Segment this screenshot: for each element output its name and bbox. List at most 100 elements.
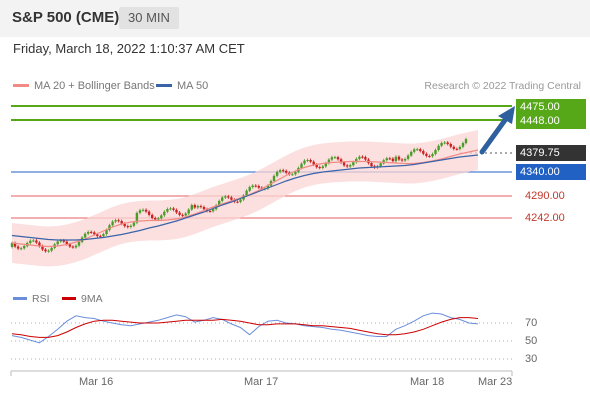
candle-body — [285, 170, 288, 173]
candle-body — [96, 234, 99, 237]
candle-body — [187, 209, 190, 214]
candle-body — [300, 163, 303, 168]
candle-body — [239, 199, 242, 202]
candle-body — [102, 234, 105, 237]
ma50-swatch — [156, 83, 172, 87]
candle-body — [464, 139, 468, 144]
candle-body — [108, 225, 111, 230]
candle-body — [56, 241, 59, 245]
candle-body — [330, 157, 334, 160]
candle-body — [10, 243, 14, 247]
r1-label: 4448.00 — [516, 113, 586, 129]
candle-body — [422, 151, 425, 154]
candle-body — [385, 158, 388, 161]
candle-body — [62, 240, 65, 242]
candle-body — [315, 164, 318, 168]
candle-body — [358, 156, 361, 159]
rsi-grid — [11, 322, 512, 360]
x-label-mar16: Mar 16 — [79, 376, 114, 388]
candle-body — [428, 156, 431, 157]
candle-body — [272, 175, 276, 181]
candle-body — [184, 213, 187, 216]
candle-body — [19, 248, 23, 250]
candle-body — [224, 196, 227, 198]
candle-body — [437, 145, 440, 150]
candle-body — [47, 250, 50, 252]
candle-body — [251, 185, 254, 188]
header-bar: S&P 500 (CME) 30 MIN — [0, 0, 590, 37]
candle-body — [278, 170, 282, 172]
candle-body — [129, 225, 132, 227]
candle-body — [410, 151, 413, 156]
candle-body — [455, 148, 459, 150]
rsi-line — [11, 312, 479, 344]
credit-text: Research © 2022 Trading Central — [424, 80, 581, 92]
candle-body — [93, 232, 96, 235]
candle-body — [175, 209, 178, 213]
candle-body — [147, 211, 151, 215]
x-label-mar17: Mar 17 — [244, 376, 279, 388]
candle-body — [449, 144, 452, 147]
candle-body — [144, 209, 148, 212]
candle-body — [74, 245, 78, 248]
candle-body — [403, 159, 407, 161]
candle-body — [275, 171, 279, 176]
candle-body — [394, 156, 398, 162]
instrument-title: S&P 500 (CME) — [12, 9, 120, 26]
candle-body — [221, 197, 224, 201]
legend-rsi-label: RSI — [32, 293, 50, 305]
candle-body — [361, 156, 364, 158]
candle-body — [120, 221, 123, 224]
candle-body — [266, 185, 270, 189]
candle-body — [257, 186, 260, 188]
candle-body — [391, 158, 395, 162]
candle-body — [193, 205, 196, 208]
legend-ma20-label: MA 20 + Bollinger Bands — [34, 80, 155, 92]
legend-ma50: MA 50 — [156, 80, 208, 92]
candle-body — [318, 167, 321, 169]
candle-body — [190, 205, 193, 210]
candle-body — [406, 155, 410, 159]
candle-body — [90, 231, 93, 233]
rsi-swatch — [13, 296, 27, 300]
forecast-arrow-icon — [479, 106, 515, 155]
candle-body — [309, 160, 312, 162]
timeframe-badge[interactable]: 30 MIN — [119, 7, 179, 29]
candle-body — [126, 226, 129, 228]
candle-body — [346, 165, 349, 167]
candle-body — [160, 215, 163, 219]
candle-body — [157, 218, 160, 220]
candle-body — [35, 240, 38, 243]
rsi-ma-line — [11, 317, 479, 338]
x-label-mar23: Mar 23 — [478, 376, 513, 388]
candle-body — [123, 223, 126, 227]
candle-body — [77, 241, 81, 246]
candle-body — [431, 154, 434, 157]
candle-body — [416, 149, 419, 151]
candle-body — [141, 209, 145, 211]
candle-body — [254, 185, 257, 187]
pivot-label: 4340.00 — [516, 164, 586, 180]
ma20-swatch — [13, 83, 29, 87]
candle-body — [218, 200, 221, 206]
candle-body — [59, 240, 62, 242]
x-axis — [10, 370, 513, 376]
candle-body — [29, 240, 32, 243]
candle-body — [172, 208, 175, 210]
candle-body — [138, 210, 142, 213]
candle-body — [230, 197, 233, 200]
candle-body — [397, 156, 401, 160]
legend-ma20: MA 20 + Bollinger Bands — [13, 80, 155, 92]
candle-body — [211, 209, 215, 212]
candle-body — [355, 158, 358, 163]
candle-body — [321, 166, 324, 168]
candle-body — [446, 142, 449, 145]
candle-body — [114, 220, 117, 222]
candle-body — [419, 149, 422, 152]
candle-body — [169, 208, 172, 210]
candle-body — [282, 170, 285, 172]
x-label-mar18: Mar 18 — [410, 376, 445, 388]
legend-rsi-ma-label: 9MA — [81, 293, 103, 305]
candle-body — [50, 247, 53, 251]
candle-body — [248, 187, 251, 191]
